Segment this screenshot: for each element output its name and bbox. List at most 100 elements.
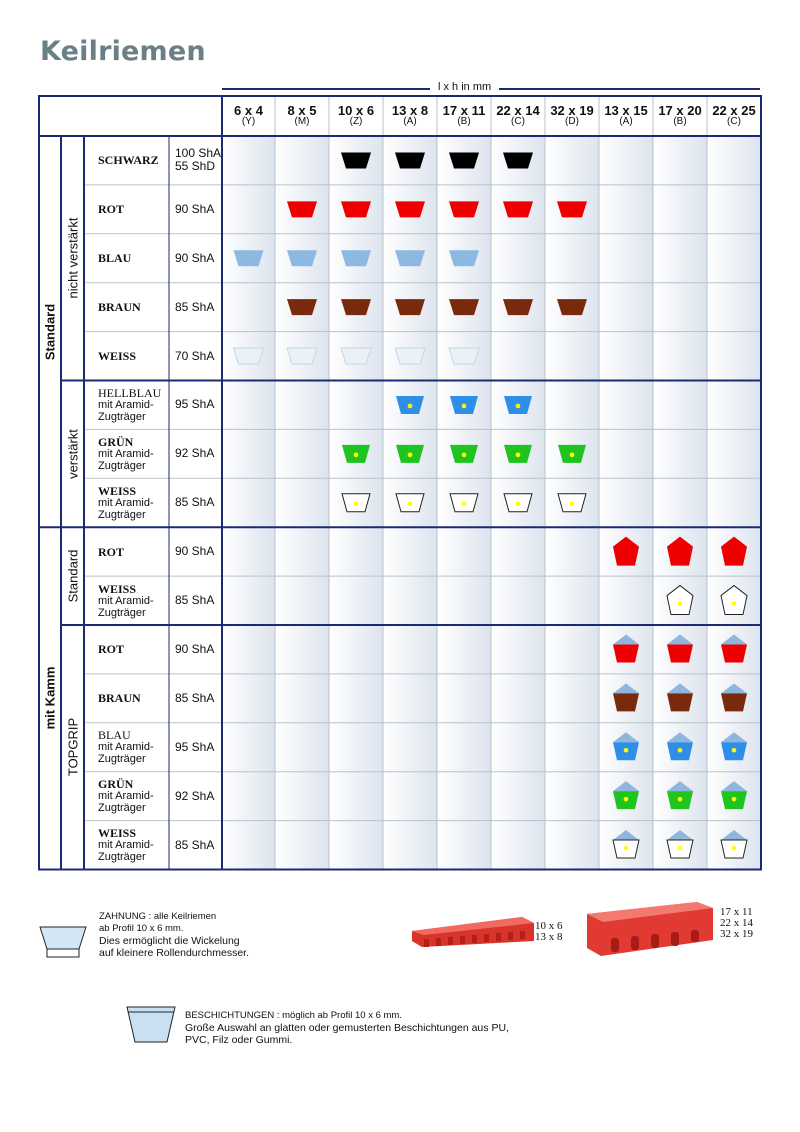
table-cell <box>707 478 761 528</box>
belt-profile-icon <box>449 201 479 218</box>
belt-profile-icon <box>341 152 371 169</box>
belt-profile-icon <box>450 444 478 463</box>
aramid-dot-icon <box>461 403 467 409</box>
belt-profile-icon <box>721 536 747 566</box>
color-subtext: mit Aramid- Zugträger <box>98 790 154 815</box>
belt-profile-icon <box>449 493 479 513</box>
table-cell <box>383 625 437 674</box>
belt-profile-icon <box>396 395 424 414</box>
color-name: ROT <box>98 642 125 657</box>
belt-profile-icon <box>504 444 532 463</box>
table-cell <box>275 820 329 870</box>
belt-profile-icon <box>503 299 533 316</box>
comb-cap <box>721 830 747 841</box>
aramid-dot-icon <box>515 501 521 507</box>
color-subtext: mit Aramid- Zugträger <box>98 398 154 423</box>
color-subtext: mit Aramid- Zugträger <box>98 741 154 766</box>
table-cell <box>653 282 707 332</box>
table-cell <box>599 282 653 332</box>
column-header: 13 x 15 (A) <box>599 104 653 127</box>
comb-cap <box>721 781 747 792</box>
belt-profile-icon <box>233 250 264 267</box>
toothed-belt-large-sizes: 17 x 11 22 x 14 32 x 19 <box>720 906 753 940</box>
aramid-dot-icon <box>731 601 737 606</box>
table-cell <box>491 527 545 577</box>
column-header: 22 x 25 (C) <box>707 104 761 127</box>
row-hardness: 70 ShA <box>175 348 215 363</box>
table-cell <box>222 527 275 577</box>
aramid-dot-icon <box>677 845 683 851</box>
table-cell <box>653 331 707 381</box>
belt-profile-icon <box>287 299 317 316</box>
column-size: 13 x 15 <box>604 103 648 118</box>
zahnung-profile-icon <box>39 926 87 958</box>
color-subtext: mit Aramid- Zugträger <box>98 839 154 864</box>
table-cell <box>383 820 437 870</box>
table-cell <box>707 282 761 332</box>
table-cell <box>275 771 329 821</box>
column-size: 6 x 4 <box>234 103 263 118</box>
table-cell <box>491 771 545 821</box>
table-cell <box>222 625 275 674</box>
table-cell <box>599 380 653 430</box>
aramid-dot-icon <box>623 796 629 802</box>
belt-profile-icon <box>450 395 478 414</box>
subgroup-label: nicht verstärkt <box>65 217 80 299</box>
aramid-dot-icon <box>353 452 359 458</box>
belt-profile-icon <box>395 201 425 218</box>
subgroup-label: verstärkt <box>65 428 80 479</box>
column-profile: (C) <box>511 116 525 127</box>
column-header: 17 x 20 (B) <box>653 104 707 127</box>
table-cell <box>222 771 275 821</box>
color-subtext: mit Aramid- Zugträger <box>98 496 154 521</box>
aramid-dot-icon <box>569 452 575 458</box>
table-cell <box>437 625 491 674</box>
belt-profile-icon <box>394 347 426 365</box>
comb-cap <box>613 634 639 645</box>
column-profile: (D) <box>565 116 579 127</box>
group-label: mit Kamm <box>42 666 58 730</box>
belt-profile-icon <box>448 347 480 365</box>
table-cell <box>275 625 329 674</box>
table-cell <box>329 722 383 772</box>
table-cell <box>275 722 329 772</box>
column-size: 17 x 20 <box>658 103 702 118</box>
comb-cap <box>613 781 639 792</box>
aramid-dot-icon <box>623 747 629 753</box>
column-size: 10 x 6 <box>337 103 375 118</box>
beschichtung-text: Große Auswahl an glatten oder gemusterte… <box>185 1022 509 1046</box>
belt-profile-icon <box>721 732 747 761</box>
row-color-label: GRÜN mit Aramid- Zugträger <box>98 436 167 472</box>
row-hardness: 85 ShA <box>175 690 215 705</box>
aramid-dot-icon <box>407 501 413 507</box>
comb-cap <box>613 683 639 694</box>
column-header: 13 x 8 (A) <box>383 104 437 127</box>
row-hardness: 85 ShA <box>175 495 215 510</box>
belt-profile-icon <box>613 536 639 566</box>
table-cell <box>491 331 545 381</box>
table-cell <box>653 136 707 185</box>
row-color-label: WEISS mit Aramid- Zugträger <box>98 485 167 521</box>
comb-cap <box>721 634 747 645</box>
color-name: GRÜN <box>98 434 134 449</box>
table-cell <box>222 576 275 625</box>
comb-cap <box>613 732 639 743</box>
table-cell <box>275 429 329 479</box>
comb-cap <box>721 683 747 694</box>
column-header: 32 x 19 (D) <box>545 104 599 127</box>
comb-cap <box>667 830 693 841</box>
belt-profile-icon <box>557 299 587 316</box>
table-cell <box>437 722 491 772</box>
aramid-dot-icon <box>461 501 467 507</box>
belt-profile-icon <box>613 634 639 663</box>
aramid-dot-icon <box>623 845 629 851</box>
table-cell <box>599 233 653 283</box>
color-name: ROT <box>98 544 125 559</box>
table-cell <box>383 576 437 625</box>
belt-profile-icon <box>341 493 371 513</box>
column-profile: (Y) <box>241 116 256 127</box>
aramid-dot-icon <box>407 403 413 409</box>
belt-profile-icon <box>340 347 372 365</box>
table-cell <box>545 820 599 870</box>
belt-profile-icon <box>395 299 425 316</box>
